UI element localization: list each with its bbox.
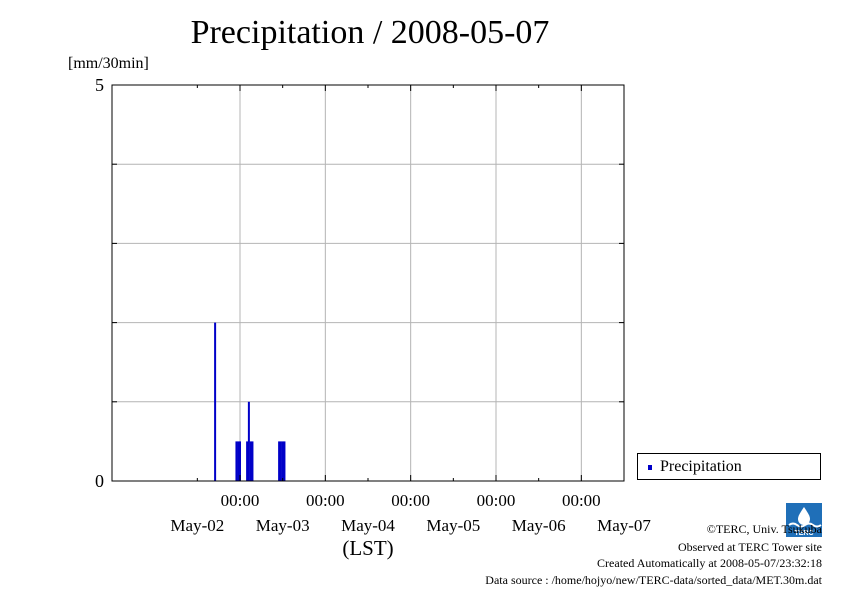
x-tick-label-date: May-05 [426, 516, 480, 535]
precipitation-bar [278, 441, 281, 481]
precipitation-bar [251, 441, 254, 481]
y-axis-unit-label: [mm/30min] [68, 55, 149, 72]
precipitation-bar [239, 441, 241, 481]
x-tick-label-time: 00:00 [306, 491, 345, 510]
precipitation-bar [281, 441, 284, 481]
precipitation-bar [246, 441, 249, 481]
legend: Precipitation [637, 453, 821, 480]
axis-ticks [112, 84, 625, 482]
plot-frame [111, 84, 625, 482]
credit-site: Observed at TERC Tower site [677, 540, 822, 554]
axis-labels: 0 5 00:00 00:00 00:00 00:00 00:00 May-02 May-03 M… [95, 75, 651, 560]
x-tick-label-date: May-03 [256, 516, 310, 535]
precipitation-bar [247, 401, 250, 481]
logo-text: TERC [794, 530, 813, 537]
y-tick-label: 0 [95, 471, 104, 491]
credit-source: Data source : /home/hojyo/new/TERC-data/… [485, 573, 822, 587]
precipitation-bar [214, 322, 217, 481]
precipitation-bar [249, 441, 252, 481]
credit-created: Created Automatically at 2008-05-07/23:3… [597, 556, 822, 570]
x-tick-label-time: 00:00 [391, 491, 430, 510]
precipitation-bar [235, 441, 238, 481]
x-axis-label: (LST) [342, 536, 393, 560]
x-tick-label-date: May-04 [341, 516, 395, 535]
x-tick-label-date: May-06 [512, 516, 566, 535]
y-tick-label: 5 [95, 75, 104, 95]
legend-swatch [648, 465, 652, 470]
x-tick-label-time: 00:00 [562, 491, 601, 510]
credit-copyright: ©TERC, Univ. Tsukuba [706, 522, 822, 536]
x-tick-label-date: May-07 [597, 516, 651, 535]
x-tick-label-date: May-02 [170, 516, 224, 535]
grid-lines [112, 85, 624, 481]
precipitation-bar [283, 441, 286, 481]
x-tick-label-time: 00:00 [477, 491, 516, 510]
terc-logo: TERC [786, 503, 822, 537]
x-tick-label-time: 00:00 [221, 491, 260, 510]
bar-series [214, 322, 286, 481]
precipitation-bar [237, 441, 240, 481]
precipitation-bar [279, 441, 282, 481]
chart-title: Precipitation / 2008-05-07 [190, 14, 550, 51]
legend-label: Precipitation [660, 458, 742, 475]
